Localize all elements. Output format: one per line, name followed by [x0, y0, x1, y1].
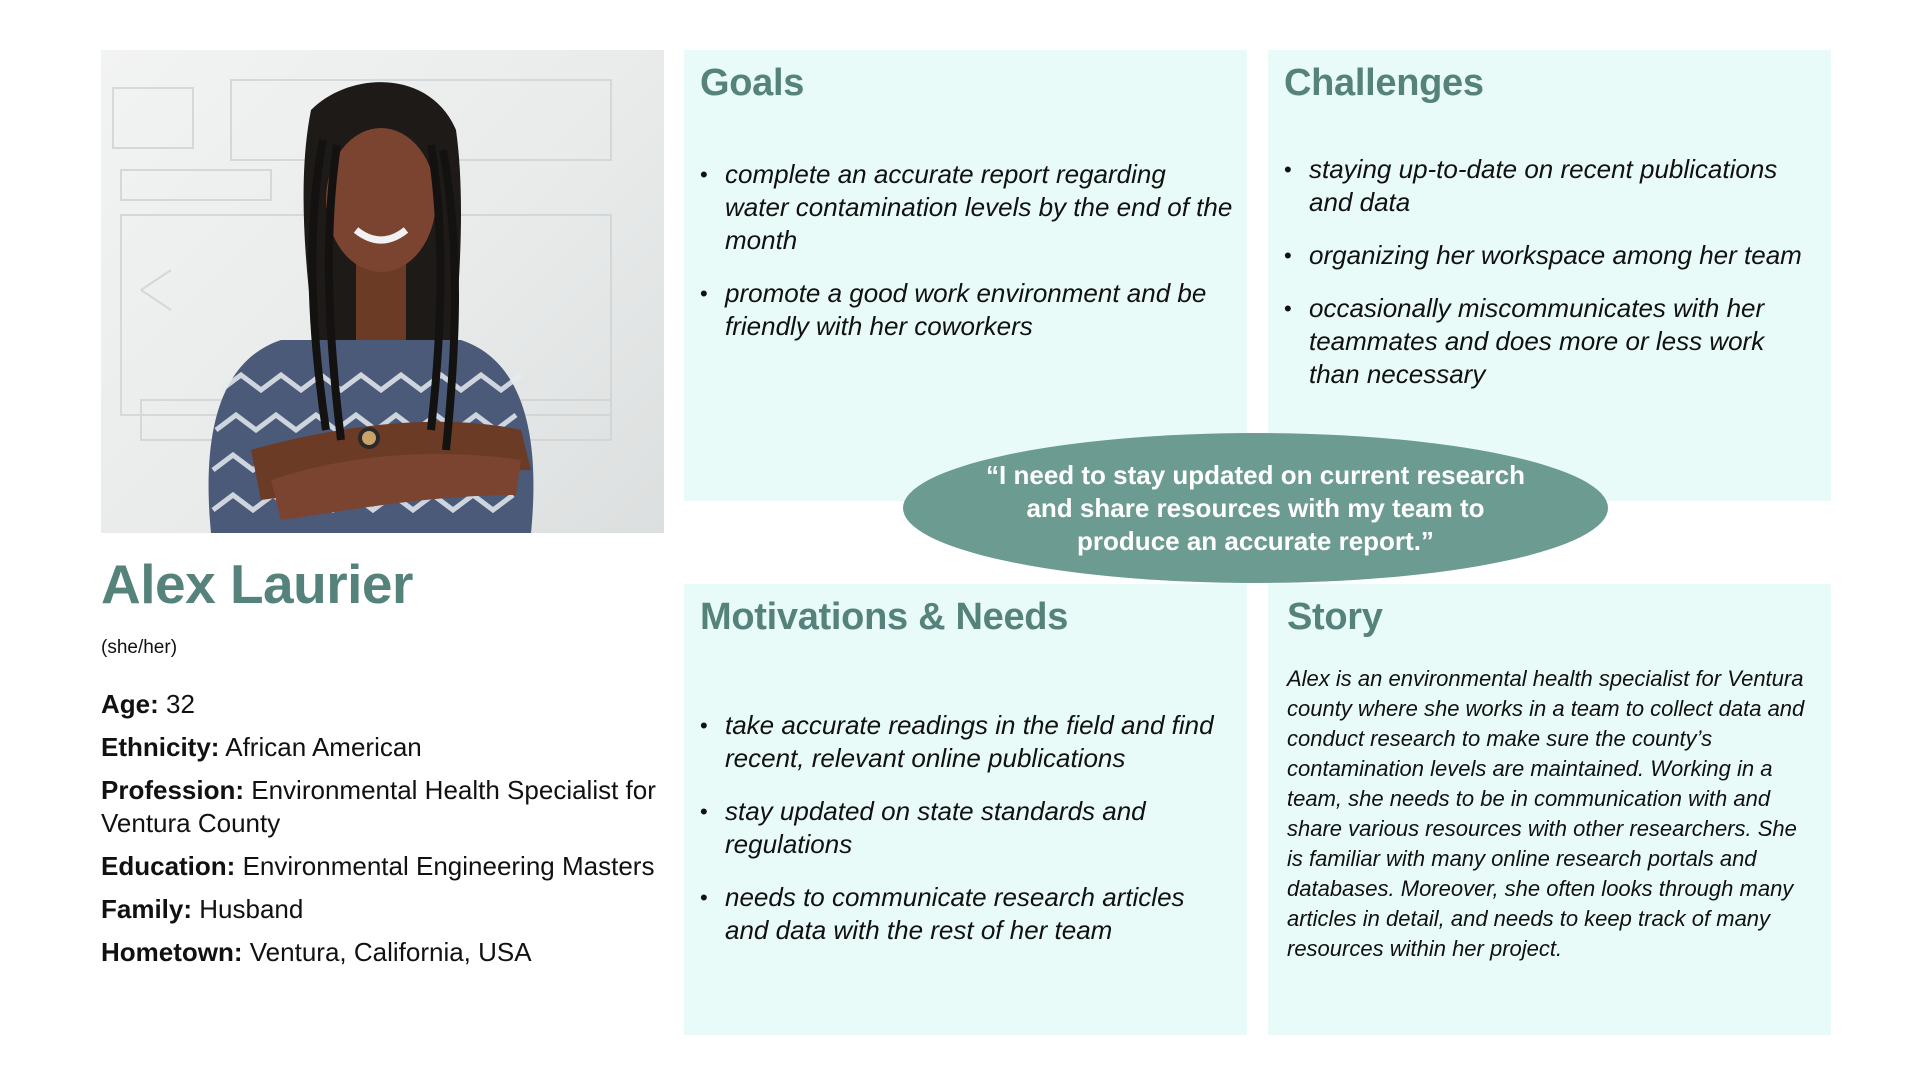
goals-title: Goals	[700, 62, 805, 104]
persona-name: Alex Laurier	[101, 553, 413, 615]
fact-label: Family:	[101, 894, 193, 924]
list-item: organizing her workspace among her team	[1284, 239, 1819, 272]
story-card: Story Alex is an environmental health sp…	[1268, 584, 1831, 1035]
persona-facts: Age: 32 Ethnicity: African American Prof…	[101, 688, 671, 979]
fact-label: Ethnicity:	[101, 732, 220, 762]
fact-ethnicity: Ethnicity: African American	[101, 731, 671, 764]
list-item: promote a good work environment and be f…	[700, 277, 1235, 343]
fact-label: Hometown:	[101, 937, 243, 967]
story-text: Alex is an environmental health speciali…	[1287, 666, 1805, 961]
fact-value: African American	[219, 732, 422, 762]
fact-hometown: Hometown: Ventura, California, USA	[101, 936, 671, 969]
fact-label: Profession:	[101, 775, 245, 805]
fact-label: Age:	[101, 689, 159, 719]
fact-value: 32	[158, 689, 195, 719]
fact-value: Husband	[192, 894, 304, 924]
list-item: occasionally miscommunicates with her te…	[1284, 292, 1819, 391]
fact-value: Ventura, California, USA	[242, 937, 532, 967]
challenges-title: Challenges	[1284, 62, 1484, 104]
challenges-list: staying up-to-date on recent publication…	[1284, 153, 1819, 411]
fact-profession: Profession: Environmental Health Special…	[101, 774, 671, 840]
quote-bubble: “I need to stay updated on current resea…	[903, 433, 1608, 583]
fact-family: Family: Husband	[101, 893, 671, 926]
persona-quote: “I need to stay updated on current resea…	[986, 459, 1525, 556]
list-item: take accurate readings in the field and …	[700, 709, 1235, 775]
list-item: needs to communicate research articles a…	[700, 881, 1235, 947]
fact-label: Education:	[101, 851, 236, 881]
persona-portrait-image	[101, 50, 664, 533]
fact-education: Education: Environmental Engineering Mas…	[101, 850, 671, 883]
motivations-card: Motivations & Needs take accurate readin…	[684, 584, 1247, 1035]
persona-pronouns: (she/her)	[101, 637, 178, 658]
fact-age: Age: 32	[101, 688, 671, 721]
list-item: stay updated on state standards and regu…	[700, 795, 1235, 861]
goals-list: complete an accurate report regarding wa…	[700, 158, 1235, 363]
fact-value: Environmental Health Specialist for Vent…	[101, 775, 656, 838]
list-item: complete an accurate report regarding wa…	[700, 158, 1235, 257]
story-title: Story	[1287, 596, 1383, 638]
motivations-title: Motivations & Needs	[700, 596, 1069, 638]
goals-card: Goals complete an accurate report regard…	[684, 50, 1247, 501]
challenges-card: Challenges staying up-to-date on recent …	[1268, 50, 1831, 501]
motivations-list: take accurate readings in the field and …	[700, 709, 1235, 967]
fact-value: Environmental Engineering Masters	[235, 851, 655, 881]
list-item: staying up-to-date on recent publication…	[1284, 153, 1819, 219]
